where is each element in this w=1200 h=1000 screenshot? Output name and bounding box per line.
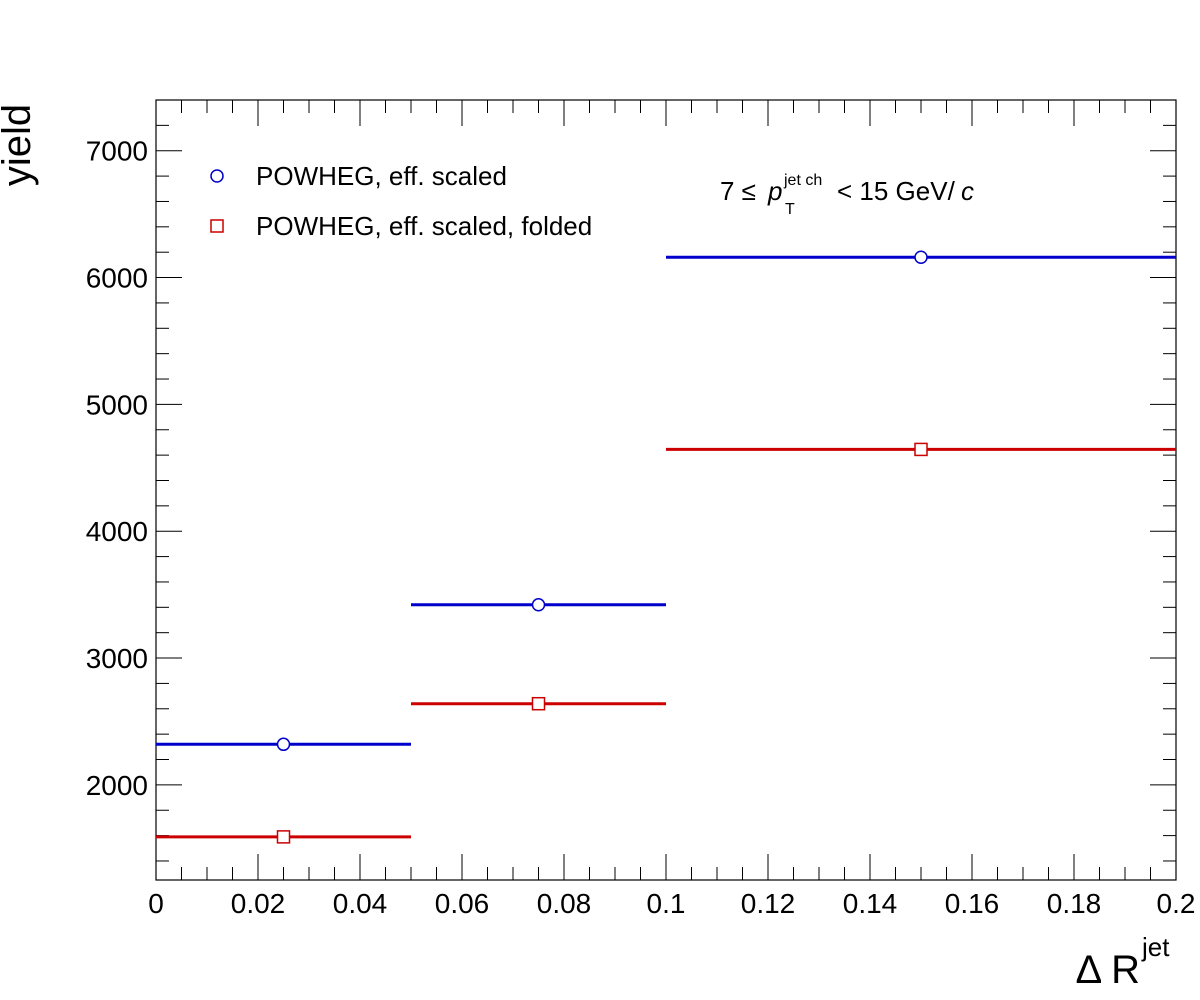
x-tick-label: 0.14 bbox=[843, 888, 898, 919]
annotation-prefix: 7 ≤ bbox=[720, 176, 756, 206]
series-1-point bbox=[531, 696, 546, 711]
annotation-superscript: jet ch bbox=[783, 172, 822, 189]
x-tick-label: 0.16 bbox=[945, 888, 1000, 919]
x-tick-label: 0.08 bbox=[537, 888, 592, 919]
axis-ticks bbox=[155, 99, 1177, 880]
x-tick-label: 0.06 bbox=[435, 888, 490, 919]
x-tick-labels: 0 0.02 0.04 0.06 0.08 0.1 0.12 0.14 0.16 0.18 0.2 bbox=[148, 888, 1195, 919]
annotation-suffix-italic: c bbox=[961, 176, 974, 206]
annotation-subscript: T bbox=[785, 201, 795, 218]
kinematic-annotation: 7 ≤ p jet ch T < 15 GeV/ c bbox=[720, 172, 974, 218]
y-tick-labels: 2000 3000 4000 5000 6000 7000 bbox=[86, 136, 148, 801]
x-tick-label: 0.12 bbox=[741, 888, 796, 919]
series-0-point bbox=[914, 250, 928, 265]
x-tick-label: 0.02 bbox=[231, 888, 286, 919]
x-tick-label: 0.1 bbox=[647, 888, 686, 919]
y-tick-label: 2000 bbox=[86, 770, 148, 801]
x-tick-label: 0 bbox=[148, 888, 164, 919]
x-tick-label: 0.18 bbox=[1047, 888, 1102, 919]
series-layer bbox=[156, 250, 1176, 844]
legend-marker-0 bbox=[210, 169, 224, 183]
legend: POWHEG, eff. scaled POWHEG, eff. scaled,… bbox=[210, 161, 592, 241]
x-axis-title-superscript: jet bbox=[1141, 932, 1170, 962]
y-tick-label: 6000 bbox=[86, 263, 148, 294]
legend-marker-1 bbox=[210, 219, 224, 233]
y-tick-label: 3000 bbox=[86, 643, 148, 674]
annotation-symbol: p bbox=[767, 176, 782, 206]
series-0 bbox=[156, 250, 1176, 752]
legend-label-1: POWHEG, eff. scaled, folded bbox=[256, 211, 592, 241]
x-tick-label: 0.04 bbox=[333, 888, 388, 919]
legend-label-0: POWHEG, eff. scaled bbox=[256, 161, 507, 191]
series-1 bbox=[156, 442, 1176, 844]
x-tick-label: 0.2 bbox=[1157, 888, 1196, 919]
series-0-point bbox=[531, 598, 546, 612]
series-1-point bbox=[914, 442, 928, 457]
y-tick-label: 4000 bbox=[86, 516, 148, 547]
series-1-point bbox=[276, 830, 291, 844]
annotation-suffix: < 15 GeV/ bbox=[837, 176, 956, 206]
y-tick-label: 7000 bbox=[86, 136, 148, 167]
series-0-point bbox=[276, 737, 291, 752]
y-tick-label: 5000 bbox=[86, 389, 148, 420]
x-axis-title: Δ R bbox=[1075, 948, 1140, 992]
y-axis-title: yield bbox=[0, 104, 39, 186]
